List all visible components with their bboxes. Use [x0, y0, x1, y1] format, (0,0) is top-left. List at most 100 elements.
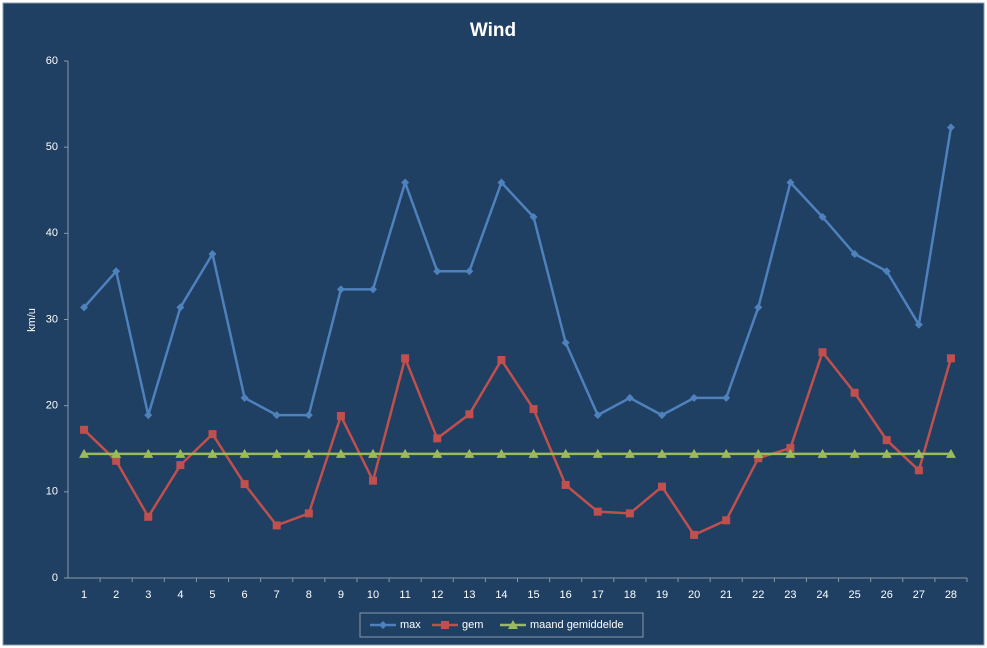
point-marker	[240, 480, 249, 489]
point-marker	[369, 285, 378, 294]
y-tick-label: 40	[46, 227, 58, 239]
point-marker	[175, 448, 186, 458]
point-marker	[817, 448, 828, 458]
series-line	[83, 127, 953, 421]
point-marker	[593, 411, 602, 420]
x-tick-label: 20	[688, 589, 700, 601]
legend-marker	[379, 621, 387, 629]
point-marker	[144, 512, 153, 521]
x-tick-label: 18	[624, 589, 636, 601]
point-marker	[881, 448, 892, 458]
x-tick-label: 28	[945, 589, 957, 601]
point-marker	[593, 507, 602, 516]
point-marker	[303, 448, 314, 458]
point-marker	[882, 436, 891, 445]
x-tick-label: 23	[784, 589, 796, 601]
point-marker	[914, 320, 923, 329]
x-tick-label: 6	[242, 589, 248, 601]
x-tick-label: 19	[656, 589, 668, 601]
x-tick-label: 22	[752, 589, 764, 601]
point-marker	[400, 448, 411, 458]
point-marker	[785, 448, 796, 458]
point-marker	[592, 448, 603, 458]
y-axis-label: km/u	[26, 308, 38, 332]
point-marker	[335, 448, 346, 458]
point-marker	[657, 482, 666, 491]
point-marker	[624, 448, 635, 458]
point-marker	[850, 388, 859, 397]
legend-label: maand gemiddelde	[530, 619, 624, 631]
x-tick-label: 14	[495, 589, 507, 601]
point-marker	[625, 509, 634, 518]
point-marker	[818, 348, 827, 357]
point-marker	[112, 267, 121, 276]
x-tick-label: 15	[527, 589, 539, 601]
point-marker	[465, 267, 474, 276]
point-marker	[143, 448, 154, 458]
point-marker	[528, 448, 539, 458]
point-marker	[112, 456, 121, 465]
point-marker	[690, 393, 699, 402]
point-marker	[304, 411, 313, 420]
y-tick-label: 50	[46, 141, 58, 153]
point-marker	[786, 178, 795, 187]
point-marker	[497, 355, 506, 364]
x-tick-label: 11	[399, 589, 410, 601]
point-marker	[656, 448, 667, 458]
point-marker	[433, 434, 442, 443]
x-tick-label: 3	[145, 589, 151, 601]
point-marker	[79, 448, 90, 458]
point-marker	[657, 411, 666, 420]
x-tick-label: 9	[338, 589, 344, 601]
point-marker	[176, 461, 185, 470]
point-marker	[913, 448, 924, 458]
point-marker	[529, 212, 538, 221]
point-marker	[818, 212, 827, 221]
point-marker	[722, 393, 731, 402]
point-marker	[239, 448, 250, 458]
point-marker	[433, 267, 442, 276]
point-marker	[496, 448, 507, 458]
x-tick-label: 13	[463, 589, 475, 601]
point-marker	[144, 411, 153, 420]
point-marker	[849, 448, 860, 458]
x-tick-label: 16	[560, 589, 572, 601]
point-marker	[208, 430, 217, 439]
point-marker	[465, 410, 474, 419]
point-marker	[722, 516, 731, 525]
point-marker	[208, 250, 217, 259]
point-marker	[721, 448, 732, 458]
y-tick-label: 30	[46, 313, 58, 325]
point-marker	[945, 448, 956, 458]
point-marker	[850, 250, 859, 259]
point-marker	[529, 405, 538, 414]
x-tick-label: 5	[209, 589, 215, 601]
x-tick-label: 21	[720, 589, 732, 601]
point-marker	[401, 354, 410, 363]
point-marker	[946, 123, 955, 132]
x-tick-label: 10	[367, 589, 379, 601]
x-tick-label: 8	[306, 589, 312, 601]
point-marker	[240, 393, 249, 402]
x-tick-label: 12	[431, 589, 443, 601]
point-marker	[561, 338, 570, 347]
legend-box	[359, 612, 644, 638]
point-marker	[401, 178, 410, 187]
point-marker	[753, 448, 764, 458]
point-marker	[914, 466, 923, 475]
point-marker	[336, 285, 345, 294]
point-marker	[786, 443, 795, 452]
point-marker	[946, 354, 955, 363]
chart-title: Wind	[470, 20, 516, 41]
x-tick-label: 26	[881, 589, 893, 601]
point-marker	[272, 411, 281, 420]
legend-marker	[441, 621, 449, 629]
point-marker	[689, 448, 700, 458]
point-marker	[754, 454, 763, 463]
point-marker	[271, 448, 282, 458]
y-tick-label: 20	[46, 400, 58, 412]
point-marker	[80, 303, 89, 312]
point-marker	[304, 509, 313, 518]
